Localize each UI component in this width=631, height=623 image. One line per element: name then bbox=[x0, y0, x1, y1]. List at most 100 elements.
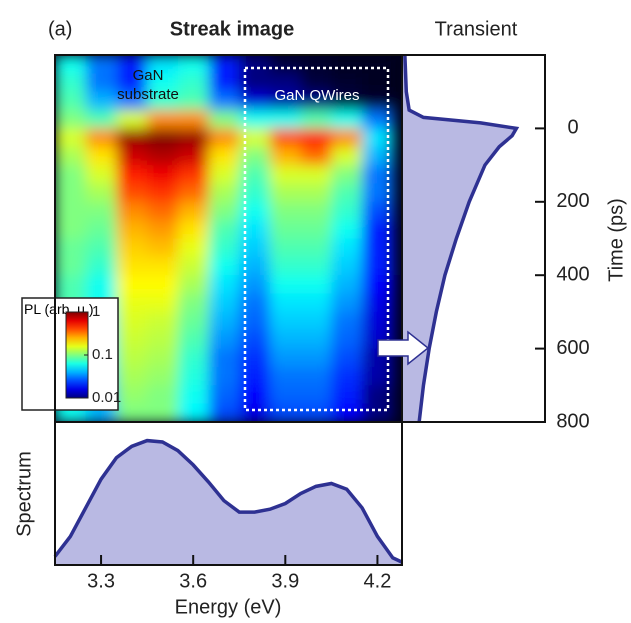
heat-cell bbox=[85, 165, 117, 184]
heat-cell bbox=[362, 311, 394, 331]
heat-cell bbox=[147, 220, 179, 239]
heat-cell bbox=[147, 385, 179, 405]
y-tick-label: 200 bbox=[556, 190, 589, 212]
colorbar-tick-label: 0.1 bbox=[92, 346, 113, 363]
heat-cell bbox=[208, 201, 240, 221]
heat-cell bbox=[177, 128, 210, 148]
heat-cell bbox=[300, 55, 332, 74]
heat-cell bbox=[116, 366, 148, 386]
heat-cell bbox=[116, 73, 148, 93]
heat-cell bbox=[55, 238, 87, 258]
heat-cell bbox=[85, 220, 117, 239]
heat-cell bbox=[300, 256, 332, 276]
heat-cell bbox=[362, 403, 394, 422]
heat-cell bbox=[208, 110, 240, 129]
heat-cell bbox=[269, 165, 302, 184]
heat-cell bbox=[331, 238, 363, 258]
heat-cell bbox=[208, 55, 240, 74]
heat-cell bbox=[116, 91, 148, 111]
heat-cell bbox=[362, 183, 394, 203]
heat-cell bbox=[147, 238, 179, 258]
heat-cell bbox=[362, 91, 394, 111]
heat-cell bbox=[177, 385, 210, 405]
heat-cell bbox=[362, 128, 394, 148]
heat-cell bbox=[239, 330, 271, 350]
heat-cell bbox=[55, 146, 87, 166]
spectrum-frame bbox=[54, 421, 403, 566]
heat-cell bbox=[331, 311, 363, 331]
heat-cell bbox=[269, 256, 302, 276]
heat-cell bbox=[177, 91, 210, 111]
heat-cell bbox=[147, 348, 179, 368]
heat-cell bbox=[177, 110, 210, 129]
heat-cell bbox=[300, 330, 332, 350]
heat-cell bbox=[177, 311, 210, 331]
heat-cell bbox=[239, 348, 271, 368]
heat-cell bbox=[208, 311, 240, 331]
heat-cell bbox=[300, 183, 332, 203]
heat-cell bbox=[362, 201, 394, 221]
qwire-box bbox=[243, 66, 390, 412]
heat-cell bbox=[55, 220, 87, 239]
heat-cell bbox=[300, 128, 332, 148]
heat-cell bbox=[239, 256, 271, 276]
panel-label: (a) bbox=[48, 18, 72, 40]
heat-cell bbox=[147, 165, 179, 184]
heat-cell bbox=[177, 146, 210, 166]
heat-cell bbox=[55, 165, 87, 184]
heat-cell bbox=[300, 73, 332, 93]
heat-cell bbox=[147, 73, 179, 93]
annotation: GaN substrate bbox=[117, 67, 179, 103]
heat-cell bbox=[208, 275, 240, 295]
heat-cell bbox=[269, 183, 302, 203]
heat-cell bbox=[85, 73, 117, 93]
heat-cell bbox=[116, 256, 148, 276]
heat-cell bbox=[300, 275, 332, 295]
y-tick-label: 0 bbox=[567, 117, 578, 139]
heat-cell bbox=[331, 256, 363, 276]
heat-cell bbox=[300, 146, 332, 166]
heat-cell bbox=[362, 146, 394, 166]
heat-cell bbox=[239, 385, 271, 405]
transient-frame bbox=[401, 54, 546, 423]
heat-cell bbox=[147, 256, 179, 276]
heat-cell bbox=[147, 293, 179, 313]
heat-cell bbox=[208, 91, 240, 111]
heat-cell bbox=[116, 403, 148, 422]
heat-cell bbox=[331, 293, 363, 313]
heat-cell bbox=[55, 73, 87, 93]
heat-cell bbox=[362, 73, 394, 93]
heat-cell bbox=[239, 146, 271, 166]
heat-cell bbox=[269, 275, 302, 295]
heat-cell bbox=[239, 128, 271, 148]
heat-cell bbox=[362, 238, 394, 258]
heat-cell bbox=[177, 220, 210, 239]
heat-cell bbox=[239, 220, 271, 239]
heat-cell bbox=[239, 238, 271, 258]
heat-cell bbox=[239, 165, 271, 184]
heat-cell bbox=[331, 128, 363, 148]
heat-cell bbox=[177, 256, 210, 276]
heat-cell bbox=[85, 238, 117, 258]
heat-cell bbox=[331, 73, 363, 93]
heat-cell bbox=[208, 146, 240, 166]
heat-cell bbox=[331, 403, 363, 422]
heat-cell bbox=[208, 293, 240, 313]
chart-title: Transient bbox=[435, 18, 518, 40]
heat-cell bbox=[300, 91, 332, 111]
heat-cell bbox=[331, 91, 363, 111]
heat-cell bbox=[116, 330, 148, 350]
heat-cell bbox=[208, 128, 240, 148]
heat-cell bbox=[177, 293, 210, 313]
heat-cell bbox=[147, 146, 179, 166]
transient-area bbox=[402, 55, 517, 422]
heat-cell bbox=[300, 385, 332, 405]
heat-cell bbox=[331, 220, 363, 239]
heat-cell bbox=[331, 146, 363, 166]
heat-cell bbox=[85, 128, 117, 148]
heat-cell bbox=[177, 165, 210, 184]
heat-cell bbox=[331, 201, 363, 221]
heat-cell bbox=[55, 128, 87, 148]
y-axis-label: Time (ps) bbox=[605, 198, 627, 282]
heat-cell bbox=[362, 366, 394, 386]
